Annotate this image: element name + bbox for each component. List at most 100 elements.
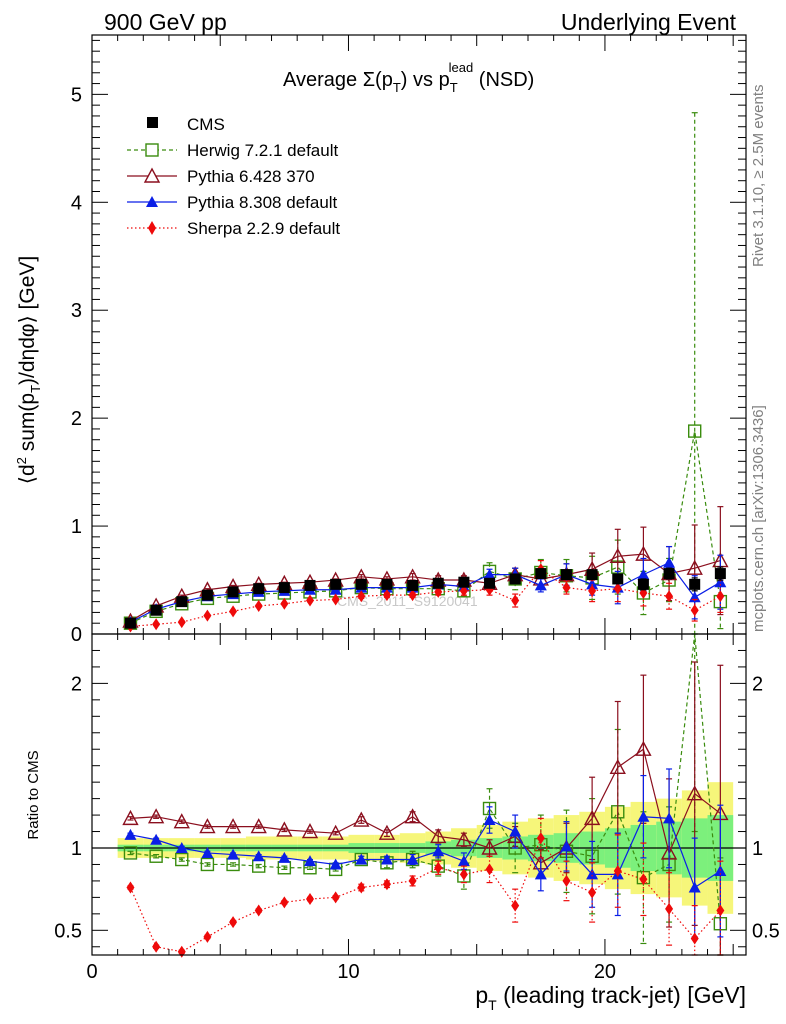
main-y-tick-label: 5 (71, 84, 82, 106)
ratio-pythia-6-428-370-point-marker (583, 809, 601, 826)
ratio-pythia-8-308-default-point-marker (406, 853, 419, 865)
ratio-pythia-6-428-370-point-marker (147, 808, 165, 824)
main-y-tick-label: 0 (71, 624, 82, 646)
ratio-pythia-8-308-default-point-marker (329, 858, 342, 870)
ratio-pythia-8-308-default-point-marker (534, 868, 547, 880)
axes-frames (91, 34, 747, 956)
main-sherpa-2-2-9-default-line (130, 568, 721, 628)
title-sub1: T (393, 80, 401, 95)
ratio-sherpa-2-2-9-default-point-marker (588, 886, 597, 899)
ratio-panel-frame (91, 633, 747, 956)
main-y-tick-label: 3 (71, 300, 82, 322)
main-cms-point-marker (227, 586, 239, 598)
main-cms-point-marker (304, 579, 316, 591)
ratio-pythia-8-308-default-point-marker (201, 846, 214, 858)
main-sherpa-2-2-9-default-point-marker (690, 604, 699, 617)
main-pythia-6-428-370-point-marker (686, 559, 703, 575)
ratio-pythia-6-428-370-point-marker (353, 811, 370, 827)
title-sup: lead (449, 60, 474, 75)
legend-label-pythia8: Pythia 8.308 default (187, 193, 338, 212)
ratio-sherpa-2-2-9-default-point-marker (126, 881, 135, 894)
legend-marker-pythia8 (146, 196, 158, 207)
main-sherpa-2-2-9-default-point-marker (152, 618, 161, 631)
main-cms-point-marker (509, 573, 521, 585)
ratio-herwig-7-2-1-default-point-marker (149, 849, 163, 863)
legend-marker-herwig (145, 143, 159, 157)
main-cms-point-marker (201, 589, 213, 601)
ratio-pythia-6-428-370-point-marker (276, 821, 293, 837)
legend-label-herwig: Herwig 7.2.1 default (187, 141, 338, 160)
ratio-pythia-6-428-370-point-marker (199, 818, 216, 834)
x-tick-label: 20 (594, 961, 616, 983)
main-cms-point-marker (278, 582, 290, 594)
ratio-pythia-8-308-default-point-marker (688, 881, 701, 893)
ratio-pythia-8-308-default-point-marker (227, 848, 240, 860)
main-sherpa-2-2-9-default-point-marker (331, 593, 340, 606)
ratio-pythia-8-308-default-point-marker (304, 855, 316, 867)
ratio-sherpa-2-2-9-default-point-marker (152, 940, 161, 953)
ratio-pythia-6-428-370-point-marker (455, 831, 473, 847)
main-cms-point-marker (637, 578, 649, 590)
main-cms-point-marker (663, 568, 675, 580)
legend-entry-cms: CMS (147, 115, 225, 134)
ratio-sherpa-2-2-9-default-point-marker (280, 896, 289, 909)
ratio-pythia-6-428-370-point-marker (327, 824, 344, 840)
main-cms-point-marker (381, 578, 393, 590)
ratio-sherpa-2-2-9-default-point-marker (331, 891, 340, 904)
main-cms-point-marker (355, 578, 367, 590)
main-sherpa-2-2-9-default-point-marker (254, 599, 263, 612)
main-pythia-8-308-default-series (124, 545, 727, 628)
ratio-sherpa-2-2-9-default-point-marker (716, 904, 725, 917)
main-cms-point-marker (432, 577, 444, 589)
main-cms-point-marker (535, 568, 547, 580)
main-herwig-7-2-1-default-point-marker (688, 424, 702, 438)
ratio-pythia-6-428-370-point-marker (481, 839, 498, 855)
main-pythia-8-308-default-point-marker (483, 568, 496, 580)
main-pythia-8-308-default-point-marker (586, 578, 599, 590)
header-left: 900 GeV pp (104, 9, 227, 35)
main-sherpa-2-2-9-default-point-marker (357, 590, 366, 603)
main-sherpa-2-2-9-default-point-marker (511, 594, 520, 607)
main-cms-point-marker (458, 576, 470, 588)
x-tick-label: 0 (86, 961, 97, 983)
main-cms-series (124, 566, 726, 629)
ratio-sherpa-2-2-9-default-series (126, 817, 725, 958)
ratio-y-tick-label-right: 1 (752, 838, 763, 860)
legend-entry-herwig: Herwig 7.2.1 default (127, 141, 338, 160)
ratio-sherpa-2-2-9-default-point-marker (613, 865, 622, 878)
ratio-sherpa-2-2-9-default-point-marker (177, 945, 186, 958)
ratio-pythia-6-428-370-point-marker (378, 824, 396, 840)
main-sherpa-2-2-9-default-point-marker (280, 597, 289, 610)
ratio-pythia-6-428-370-point-marker (609, 758, 626, 775)
ratio-pythia-6-428-370-point-marker (122, 809, 139, 826)
header-right: Underlying Event (561, 9, 737, 35)
main-pythia-8-308-default-point-marker (637, 568, 650, 580)
title-mid: ) vs p (401, 69, 450, 91)
ratio-sherpa-2-2-9-default-point-marker (203, 930, 212, 943)
ratio-pythia-8-308-default-point-marker (150, 833, 163, 845)
watermark: CMS_2011_S9120041 (337, 593, 478, 609)
legend-marker-cms (147, 117, 158, 128)
main-sherpa-2-2-9-default-point-marker (229, 605, 238, 618)
ratio-pythia-8-308-default-point-marker (457, 855, 470, 867)
main-sherpa-2-2-9-default-point-marker (716, 590, 725, 603)
ratio-pythia-8-308-default-point-marker (663, 812, 676, 824)
ratio-sherpa-2-2-9-default-point-marker (357, 881, 366, 894)
ratio-sherpa-2-2-9-default-point-marker (690, 932, 699, 945)
ratio-pythia-8-308-default-point-marker (637, 810, 650, 822)
ratio-pythia-8-308-default-line (130, 816, 721, 889)
ratio-pythia-8-308-default-point-marker (124, 828, 137, 840)
ratio-pythia-6-428-370-point-marker (301, 823, 319, 839)
ratio-pythia-8-308-default-point-marker (432, 845, 445, 857)
ratio-sherpa-2-2-9-default-point-marker (229, 916, 238, 929)
main-cms-point-marker (150, 604, 162, 616)
main-sherpa-2-2-9-default-point-marker (613, 582, 622, 595)
main-sherpa-2-2-9-default-point-marker (382, 589, 391, 602)
main-y-tick-label: 2 (71, 408, 82, 430)
main-cms-point-marker (560, 569, 572, 581)
main-sherpa-2-2-9-default-point-marker (665, 590, 674, 603)
ratio-sherpa-2-2-9-default-line (129, 836, 721, 953)
main-sherpa-2-2-9-default-point-marker (588, 584, 597, 597)
ratio-sherpa-2-2-9-default-point-marker (665, 902, 674, 915)
